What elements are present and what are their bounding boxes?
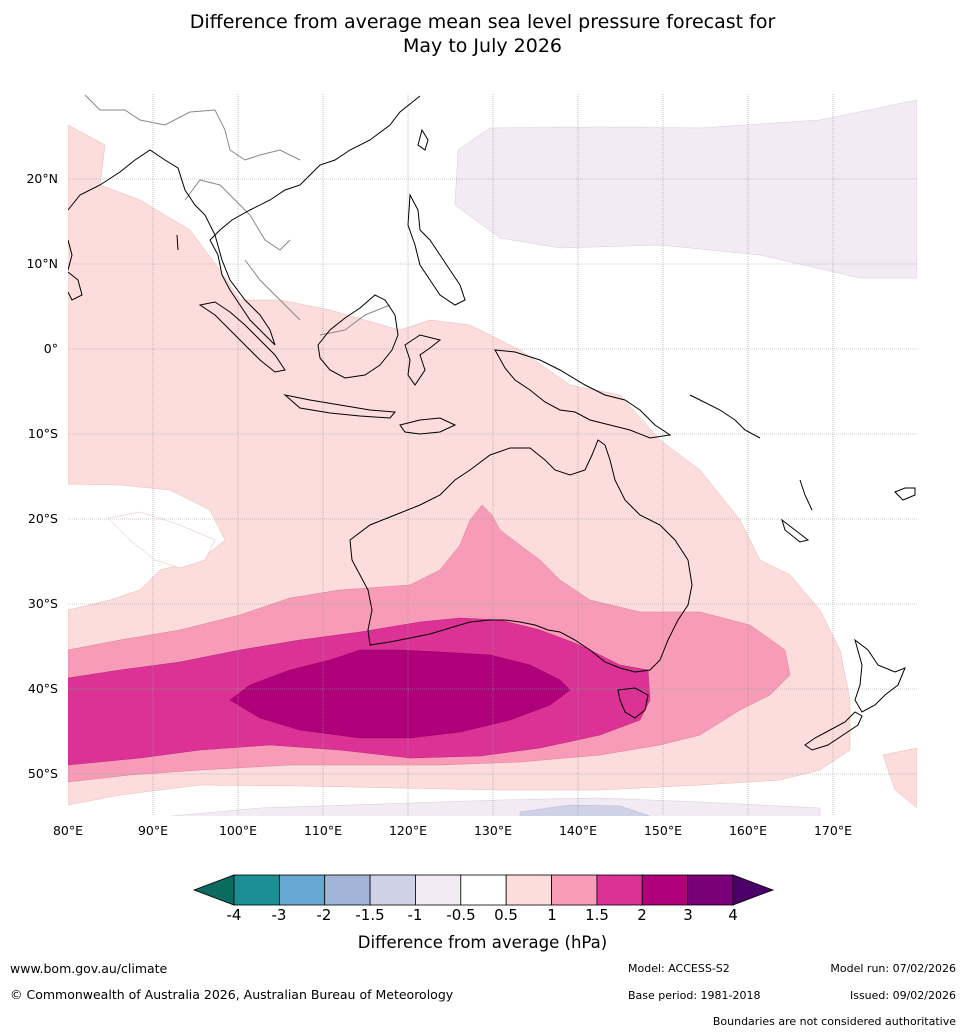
coast-nz-south — [804, 711, 863, 751]
coast-nz-north — [854, 638, 906, 713]
coastlines — [68, 95, 916, 751]
contour-light-purple-south — [169, 797, 821, 816]
country-borders — [84, 94, 391, 336]
lon-label-140e: 140°E — [558, 823, 597, 838]
issued-text: Issued: 09/02/2026 — [849, 989, 956, 1002]
title-line-2: May to July 2026 — [403, 35, 562, 57]
colorbar-swatch — [687, 874, 734, 906]
colorbar-swatch — [505, 874, 552, 906]
lon-label-170e: 170°E — [813, 823, 852, 838]
lon-label-130e: 130°E — [473, 823, 512, 838]
colorbar-tick: 4 — [728, 906, 738, 924]
lat-label-20n: 20°N — [26, 171, 58, 186]
colorbar-swatch — [551, 874, 598, 906]
colorbar — [192, 874, 775, 906]
coast-fiji — [894, 487, 916, 501]
lat-label-10n: 10°N — [26, 256, 58, 271]
lat-label-50s: 50°S — [27, 766, 58, 781]
coast-asia — [68, 95, 421, 346]
colorbar-swatch — [369, 874, 416, 906]
colorbar-title: Difference from average (hPa) — [357, 933, 608, 952]
contour-pale-pink-tasman — [882, 747, 917, 809]
colorbar-tick: -2 — [316, 906, 332, 924]
colorbar-tick: 0.5 — [494, 906, 518, 924]
lon-label-110e: 110°E — [303, 823, 342, 838]
lat-label-30s: 30°S — [27, 596, 58, 611]
coast-india — [68, 239, 73, 271]
colorbar-high-extend — [732, 874, 775, 906]
coast-philippines — [407, 193, 466, 306]
lat-label-20s: 20°S — [27, 511, 58, 526]
contour-deep-magenta — [229, 649, 571, 739]
copyright-text: © Commonwealth of Australia 2026, Austra… — [10, 987, 454, 1002]
colorbar-tick: 2 — [637, 906, 647, 924]
model-run-text: Model run: 07/02/2026 — [830, 962, 956, 975]
colorbar-swatch — [278, 874, 326, 906]
colorbar-tick: -4 — [226, 906, 242, 924]
colorbar-tick: -0.5 — [446, 906, 476, 924]
contour-light-purple-north — [454, 99, 917, 279]
coast-sulawesi — [404, 334, 442, 386]
coast-borneo — [317, 294, 399, 379]
lat-label-40s: 40°S — [27, 681, 58, 696]
coast-andaman — [176, 234, 179, 251]
colorbar-tick: -3 — [271, 906, 287, 924]
colorbar-swatch — [641, 874, 689, 906]
coast-tasmania — [617, 687, 649, 719]
colorbar-low-extend — [192, 874, 235, 906]
coast-new-caledonia — [781, 518, 810, 543]
colorbar-tick: 1 — [547, 906, 557, 924]
coast-taiwan — [417, 128, 429, 151]
lon-label-100e: 100°E — [218, 823, 257, 838]
colorbar-swatch — [324, 874, 371, 906]
coast-timor — [399, 417, 457, 435]
lon-label-80e: 80°E — [52, 823, 84, 838]
website-link[interactable]: www.bom.gov.au/climate — [10, 961, 168, 976]
colorbar-swatch — [460, 874, 507, 906]
model-text: Model: ACCESS-S2 — [628, 962, 730, 975]
lon-label-120e: 120°E — [388, 823, 427, 838]
coast-new-guinea — [494, 349, 672, 439]
colorbar-swatch — [596, 874, 643, 906]
coast-solomon — [689, 394, 761, 439]
colorbar-swatch — [415, 874, 462, 906]
colorbar-tick: 1.5 — [585, 906, 609, 924]
colorbar-tick: 3 — [683, 906, 693, 924]
lat-label-0: 0° — [43, 341, 58, 356]
lon-label-90e: 90°E — [137, 823, 169, 838]
base-period-text: Base period: 1981-2018 — [628, 989, 761, 1002]
colorbar-tick: -1.5 — [355, 906, 385, 924]
lon-label-160e: 160°E — [728, 823, 767, 838]
colorbar-swatch — [233, 874, 280, 906]
coast-australia — [349, 439, 693, 673]
map-area — [68, 94, 917, 816]
lat-label-10s: 10°S — [27, 426, 58, 441]
coast-sumatra — [198, 301, 286, 373]
lon-label-150e: 150°E — [643, 823, 682, 838]
coast-sri-lanka — [68, 271, 83, 301]
graticule — [68, 94, 917, 816]
coast-vanuatu — [799, 479, 813, 511]
contour-white-pocket — [107, 511, 216, 569]
disclaimer-text: Boundaries are not considered authoritat… — [712, 1015, 956, 1028]
title-line-1: Difference from average mean sea level p… — [189, 11, 776, 33]
map-title: Difference from average mean sea level p… — [0, 10, 965, 58]
coast-java — [283, 394, 397, 419]
contour-lavender-south — [519, 804, 651, 816]
colorbar-tick: -1 — [407, 906, 423, 924]
